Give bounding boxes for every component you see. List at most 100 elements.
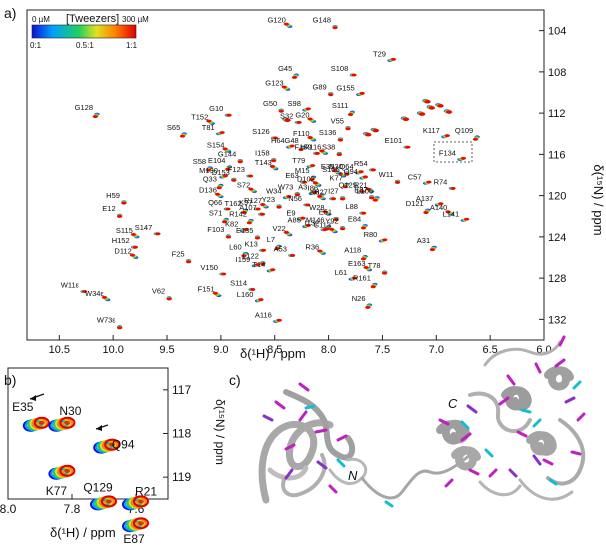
assignment-label: F134 [439, 149, 456, 158]
peak-L60 [241, 251, 249, 258]
peak-K82 [239, 228, 249, 233]
peak-A140 [445, 210, 454, 216]
peak-K6 [317, 194, 326, 201]
peak-D153 [231, 177, 237, 182]
assignment-label: E84 [348, 215, 361, 224]
peak-R116 [319, 149, 328, 155]
peak-F123 [246, 174, 254, 178]
peak-S126 [271, 136, 279, 140]
assignment-label: V22 [272, 224, 285, 233]
assignment-label: S58 [193, 157, 206, 166]
x-tick-label: 10.0 [102, 344, 123, 356]
assignment-label: C57 [408, 172, 422, 181]
legend-tick-1: 1:1 [126, 41, 138, 50]
assignment-label: E135 [236, 226, 254, 235]
assignment-label: A118 [344, 245, 361, 254]
assignment-label: E51 [319, 207, 332, 216]
peak-G148 [332, 25, 338, 30]
assignment-label: A53 [274, 244, 287, 253]
assignment-label: D153 [212, 168, 230, 177]
assignment-label: A85 [288, 216, 301, 225]
peak-A137 [434, 202, 444, 207]
panel-a-xlabel: δ(¹H) / ppm [240, 346, 306, 361]
peak-S111 [347, 110, 355, 117]
peak-G89 [328, 92, 334, 97]
peak-V62 [166, 296, 172, 301]
assignment-label: D121 [406, 199, 424, 208]
legend-tick-0: 0:1 [30, 41, 42, 50]
peak-N56 [303, 203, 311, 207]
assignment-label: S98 [288, 99, 301, 108]
x-tick-label: 6.5 [482, 344, 497, 356]
b-y-tick-label: 119 [172, 470, 191, 484]
peak-A53 [288, 254, 296, 257]
peak-S147 [153, 232, 161, 236]
assignment-label: T162 [225, 199, 242, 208]
peak-R142 [246, 218, 254, 225]
assignment-label: E63 [285, 171, 298, 180]
peak-N30 [344, 171, 350, 176]
legend-conc-low: 0 µM [32, 15, 50, 24]
assignment-label: T152 [191, 112, 208, 121]
assignment-label: F151 [198, 285, 215, 294]
assignment-label: E101 [385, 136, 403, 145]
assignment-label: S111 [332, 101, 348, 110]
assignment-label: R54 [354, 159, 368, 168]
zoomed-labels: E35 N30 K77 Q94 Q129 R21 E87 [12, 400, 157, 546]
peak-Q109 [472, 135, 480, 141]
peak-G50 [278, 108, 284, 113]
peak-T78 [381, 270, 388, 275]
peak-D102 [312, 181, 322, 187]
peak-E35 [332, 169, 341, 175]
peak-G123 [281, 85, 291, 91]
assignment-label: S126 [252, 127, 270, 136]
assignment-label: M146 [306, 216, 325, 225]
assignment-label: K77 [330, 173, 343, 182]
assignment-label: R80 [364, 230, 378, 239]
assignment-label: Y92 [325, 217, 338, 226]
peak-S65 [179, 132, 187, 138]
assignment-label: I86 [308, 184, 318, 193]
peak-K13 [259, 248, 267, 252]
zoom-label: Q129 [83, 480, 113, 494]
assignment-label: R21 [354, 181, 368, 190]
assignment-label: G45 [278, 64, 292, 73]
peak-T81 [216, 131, 225, 136]
assignment-label: Q94 [344, 167, 358, 176]
assignment-label: L60 [229, 242, 242, 251]
assignment-label: S105 [322, 165, 340, 174]
peak-T79 [306, 164, 316, 169]
zoom-peak-E87 [122, 517, 149, 533]
assignment-label: E104 [208, 156, 226, 165]
peak-E84 [360, 224, 368, 230]
assignment-label: T79 [292, 156, 305, 165]
assignment-label: F110 [293, 129, 310, 138]
peak-A3 [308, 190, 318, 195]
assignment-label: L88 [345, 202, 358, 211]
legend-conc-high: 300 µM [122, 15, 149, 24]
unassigned-peak [282, 117, 291, 123]
peak-A118 [360, 255, 368, 261]
peak-T162 [241, 208, 249, 214]
peak-R36 [317, 249, 326, 255]
legend-color-bar [31, 24, 137, 39]
peak-W73ε [117, 325, 123, 330]
assignment-label: I158 [255, 149, 270, 158]
peak-E9 [296, 216, 306, 221]
assignment-label: W28 [309, 203, 324, 212]
b-x-tick-label: 8.0 [0, 502, 17, 516]
assignment-label: T143 [255, 158, 272, 167]
peak-Q64 [355, 170, 364, 175]
assignment-label: G89 [313, 83, 327, 92]
y-tick-label: 128 [548, 273, 566, 285]
assignment-label: G20 [295, 110, 309, 119]
assignment-label: G155 [336, 84, 354, 93]
assignment-label: S72 [237, 181, 250, 190]
peak-Q94 [359, 175, 369, 180]
peak-S71 [221, 217, 229, 224]
assignment-label: N56 [288, 194, 302, 203]
assignment-label: Q129 [339, 181, 357, 190]
assignment-label: D102 [297, 174, 315, 183]
unassigned-peak [435, 103, 444, 108]
